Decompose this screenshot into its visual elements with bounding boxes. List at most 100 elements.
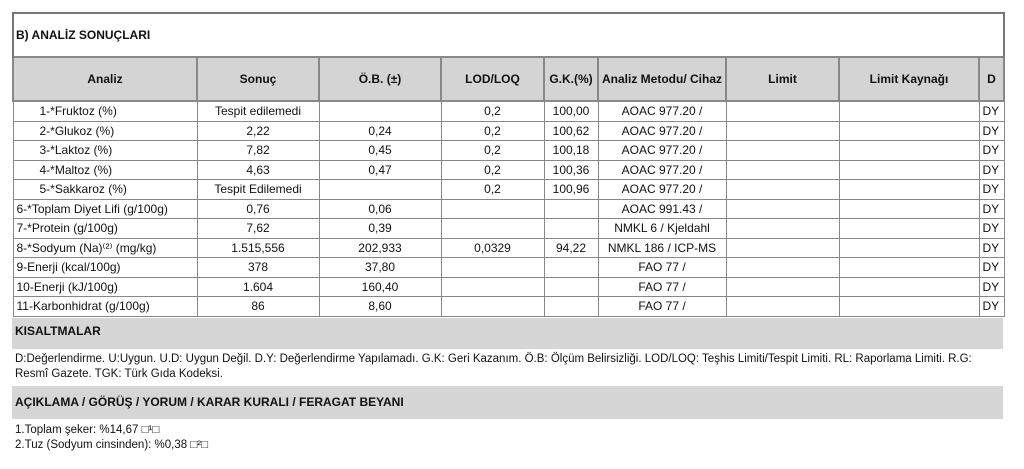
remark-line: 2.Tuz (Sodyum cinsinden): %0,38 □²□ <box>15 439 209 451</box>
cell-limit <box>725 257 840 278</box>
cell-lod: 0,0329 <box>440 237 545 258</box>
cell-limit <box>725 276 840 297</box>
cell-d: DY <box>978 198 1005 219</box>
cell-metod: AOAC 977.20 / <box>597 120 727 141</box>
cell-analiz: 1-*Fruktoz (%) <box>12 100 198 122</box>
cell-ob: 160,40 <box>318 276 442 297</box>
table-row: 10-Enerji (kJ/100g) 1.604 160,40 FAO 77 / DY <box>12 276 1005 297</box>
cell-analiz: 8-*Sodyum (Na)⁽²⁾ (mg/kg) <box>12 237 198 258</box>
cell-lod <box>440 218 545 239</box>
cell-lod <box>440 276 545 297</box>
cell-kaynak <box>838 218 980 239</box>
table-row: 11-Karbonhidrat (g/100g) 86 8,60 FAO 77 / DY <box>12 296 1005 317</box>
column-header: G.K.(%) <box>543 56 599 102</box>
cell-metod: AOAC 977.20 / <box>597 179 727 200</box>
cell-d: DY <box>978 140 1005 161</box>
cell-lod: 0,2 <box>440 179 545 200</box>
cell-ob <box>318 179 442 200</box>
cell-limit <box>725 140 840 161</box>
cell-lod: 0,2 <box>440 100 545 122</box>
cell-sonuc: 378 <box>196 257 320 278</box>
cell-sonuc: 1.604 <box>196 276 320 297</box>
cell-metod: NMKL 186 / ICP-MS <box>597 237 727 258</box>
cell-lod: 0,2 <box>440 159 545 180</box>
cell-lod <box>440 296 545 317</box>
cell-lod <box>440 257 545 278</box>
cell-gk: 100,96 <box>543 179 599 200</box>
cell-analiz: 4-*Maltoz (%) <box>12 159 198 180</box>
cell-sonuc: 86 <box>196 296 320 317</box>
cell-ob: 0,47 <box>318 159 442 180</box>
cell-gk <box>543 218 599 239</box>
cell-analiz: 2-*Glukoz (%) <box>12 120 198 141</box>
cell-d: DY <box>978 120 1005 141</box>
cell-gk: 100,36 <box>543 159 599 180</box>
column-header: LOD/LOQ <box>440 56 545 102</box>
cell-gk <box>543 198 599 219</box>
cell-gk <box>543 257 599 278</box>
remark-line: 1.Toplam şeker: %14,67 □¹□ <box>15 424 160 436</box>
column-header: Limit <box>725 56 840 102</box>
cell-kaynak <box>838 120 980 141</box>
remarks-heading: AÇIKLAMA / GÖRÜŞ / YORUM / KARAR KURALI … <box>12 386 1003 419</box>
column-header: Analiz Metodu/ Cihaz <box>597 56 727 102</box>
cell-lod: 0,2 <box>440 120 545 141</box>
cell-d: DY <box>978 218 1005 239</box>
analysis-results-table: B) ANALİZ SONUÇLARI Analiz Sonuç Ö.B. (±) L… <box>11 12 1006 317</box>
cell-metod: AOAC 991.43 / <box>597 198 727 219</box>
table-row: 1-*Fruktoz (%) Tespit edilemedi 0,2 100,00 A… <box>12 100 1005 122</box>
cell-sonuc: Tespit Edilemedi <box>196 179 320 200</box>
cell-kaynak <box>838 159 980 180</box>
cell-gk: 100,62 <box>543 120 599 141</box>
cell-ob: 0,45 <box>318 140 442 161</box>
cell-sonuc: 4,63 <box>196 159 320 180</box>
cell-kaynak <box>838 237 980 258</box>
cell-gk <box>543 276 599 297</box>
remarks-list: 1.Toplam şeker: %14,67 □¹□ 2.Tuz (Sodyum… <box>12 423 1003 453</box>
cell-sonuc: Tespit edilemedi <box>196 100 320 122</box>
table-row: 8-*Sodyum (Na)⁽²⁾ (mg/kg) 1.515,556 202,93… <box>12 237 1005 258</box>
column-header: Limit Kaynağı <box>838 56 980 102</box>
cell-limit <box>725 159 840 180</box>
cell-limit <box>725 218 840 239</box>
section-title: B) ANALİZ SONUÇLARI <box>11 12 1006 58</box>
cell-sonuc: 0,76 <box>196 198 320 219</box>
cell-kaynak <box>838 140 980 161</box>
cell-limit <box>725 120 840 141</box>
table-row: 2-*Glukoz (%) 2,22 0,24 0,2 100,62 AOAC 977.2… <box>12 120 1005 141</box>
cell-d: DY <box>978 276 1005 297</box>
cell-ob: 0,06 <box>318 198 442 219</box>
abbreviations-heading: KISALTMALAR <box>12 318 1003 349</box>
cell-lod <box>440 198 545 219</box>
cell-metod: AOAC 977.20 / <box>597 159 727 180</box>
cell-kaynak <box>838 276 980 297</box>
cell-metod: FAO 77 / <box>597 296 727 317</box>
table-row: 4-*Maltoz (%) 4,63 0,47 0,2 100,36 AOAC 977.2… <box>12 159 1005 180</box>
cell-ob <box>318 100 442 122</box>
cell-analiz: 10-Enerji (kJ/100g) <box>12 276 198 297</box>
cell-d: DY <box>978 237 1005 258</box>
cell-sonuc: 1.515,556 <box>196 237 320 258</box>
cell-gk: 100,00 <box>543 100 599 122</box>
cell-analiz: 3-*Laktoz (%) <box>12 140 198 161</box>
cell-ob: 202,933 <box>318 237 442 258</box>
table-row: 7-*Protein (g/100g) 7,62 0,39 NMKL 6 / Kjel… <box>12 218 1005 239</box>
cell-kaynak <box>838 179 980 200</box>
cell-kaynak <box>838 100 980 122</box>
cell-limit <box>725 237 840 258</box>
cell-ob: 0,24 <box>318 120 442 141</box>
cell-gk <box>543 296 599 317</box>
cell-ob: 8,60 <box>318 296 442 317</box>
cell-limit <box>725 198 840 219</box>
cell-kaynak <box>838 296 980 317</box>
cell-metod: AOAC 977.20 / <box>597 100 727 122</box>
table-header-row: Analiz Sonuç Ö.B. (±) LOD/LOQ G.K.(%) Analiz … <box>12 56 1006 102</box>
cell-sonuc: 7,82 <box>196 140 320 161</box>
cell-analiz: 7-*Protein (g/100g) <box>12 218 198 239</box>
cell-d: DY <box>978 100 1005 122</box>
column-header: D <box>977 56 1006 102</box>
cell-sonuc: 7,62 <box>196 218 320 239</box>
cell-kaynak <box>838 257 980 278</box>
cell-sonuc: 2,22 <box>196 120 320 141</box>
cell-metod: AOAC 977.20 / <box>597 140 727 161</box>
